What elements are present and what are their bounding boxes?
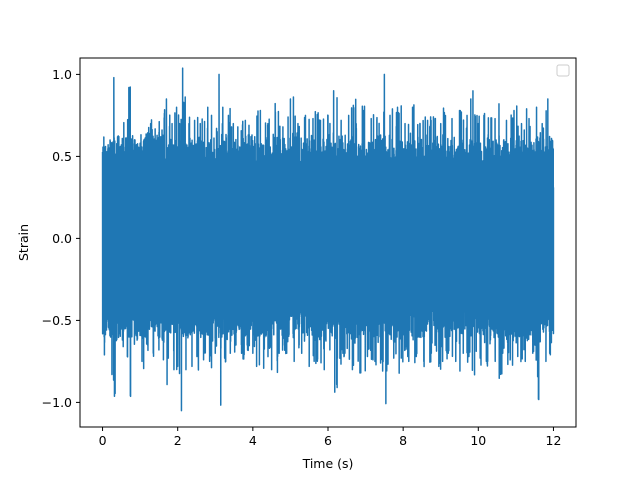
y-tick-label: 0.0 [52, 231, 72, 246]
x-tick-label: 12 [546, 433, 562, 448]
y-tick-label: −1.0 [42, 395, 72, 410]
y-tick-label: 0.5 [52, 149, 72, 164]
x-tick-label: 2 [174, 433, 182, 448]
x-tick-label: 8 [399, 433, 407, 448]
ticks: 0 2 4 6 8 10 12 −1.0 −0.5 0.0 0.5 1.0 [42, 67, 562, 448]
x-tick-label: 10 [470, 433, 486, 448]
x-tick-label: 0 [99, 433, 107, 448]
y-tick-label: 1.0 [52, 67, 72, 82]
y-axis-label: Strain [16, 224, 31, 261]
x-axis-label: Time (s) [302, 456, 354, 471]
x-tick-label: 4 [249, 433, 257, 448]
x-tick-label: 6 [324, 433, 332, 448]
series-line-0 [101, 67, 555, 412]
legend-box [556, 64, 570, 77]
y-tick-label: −0.5 [42, 313, 72, 328]
plot-area [101, 67, 555, 412]
